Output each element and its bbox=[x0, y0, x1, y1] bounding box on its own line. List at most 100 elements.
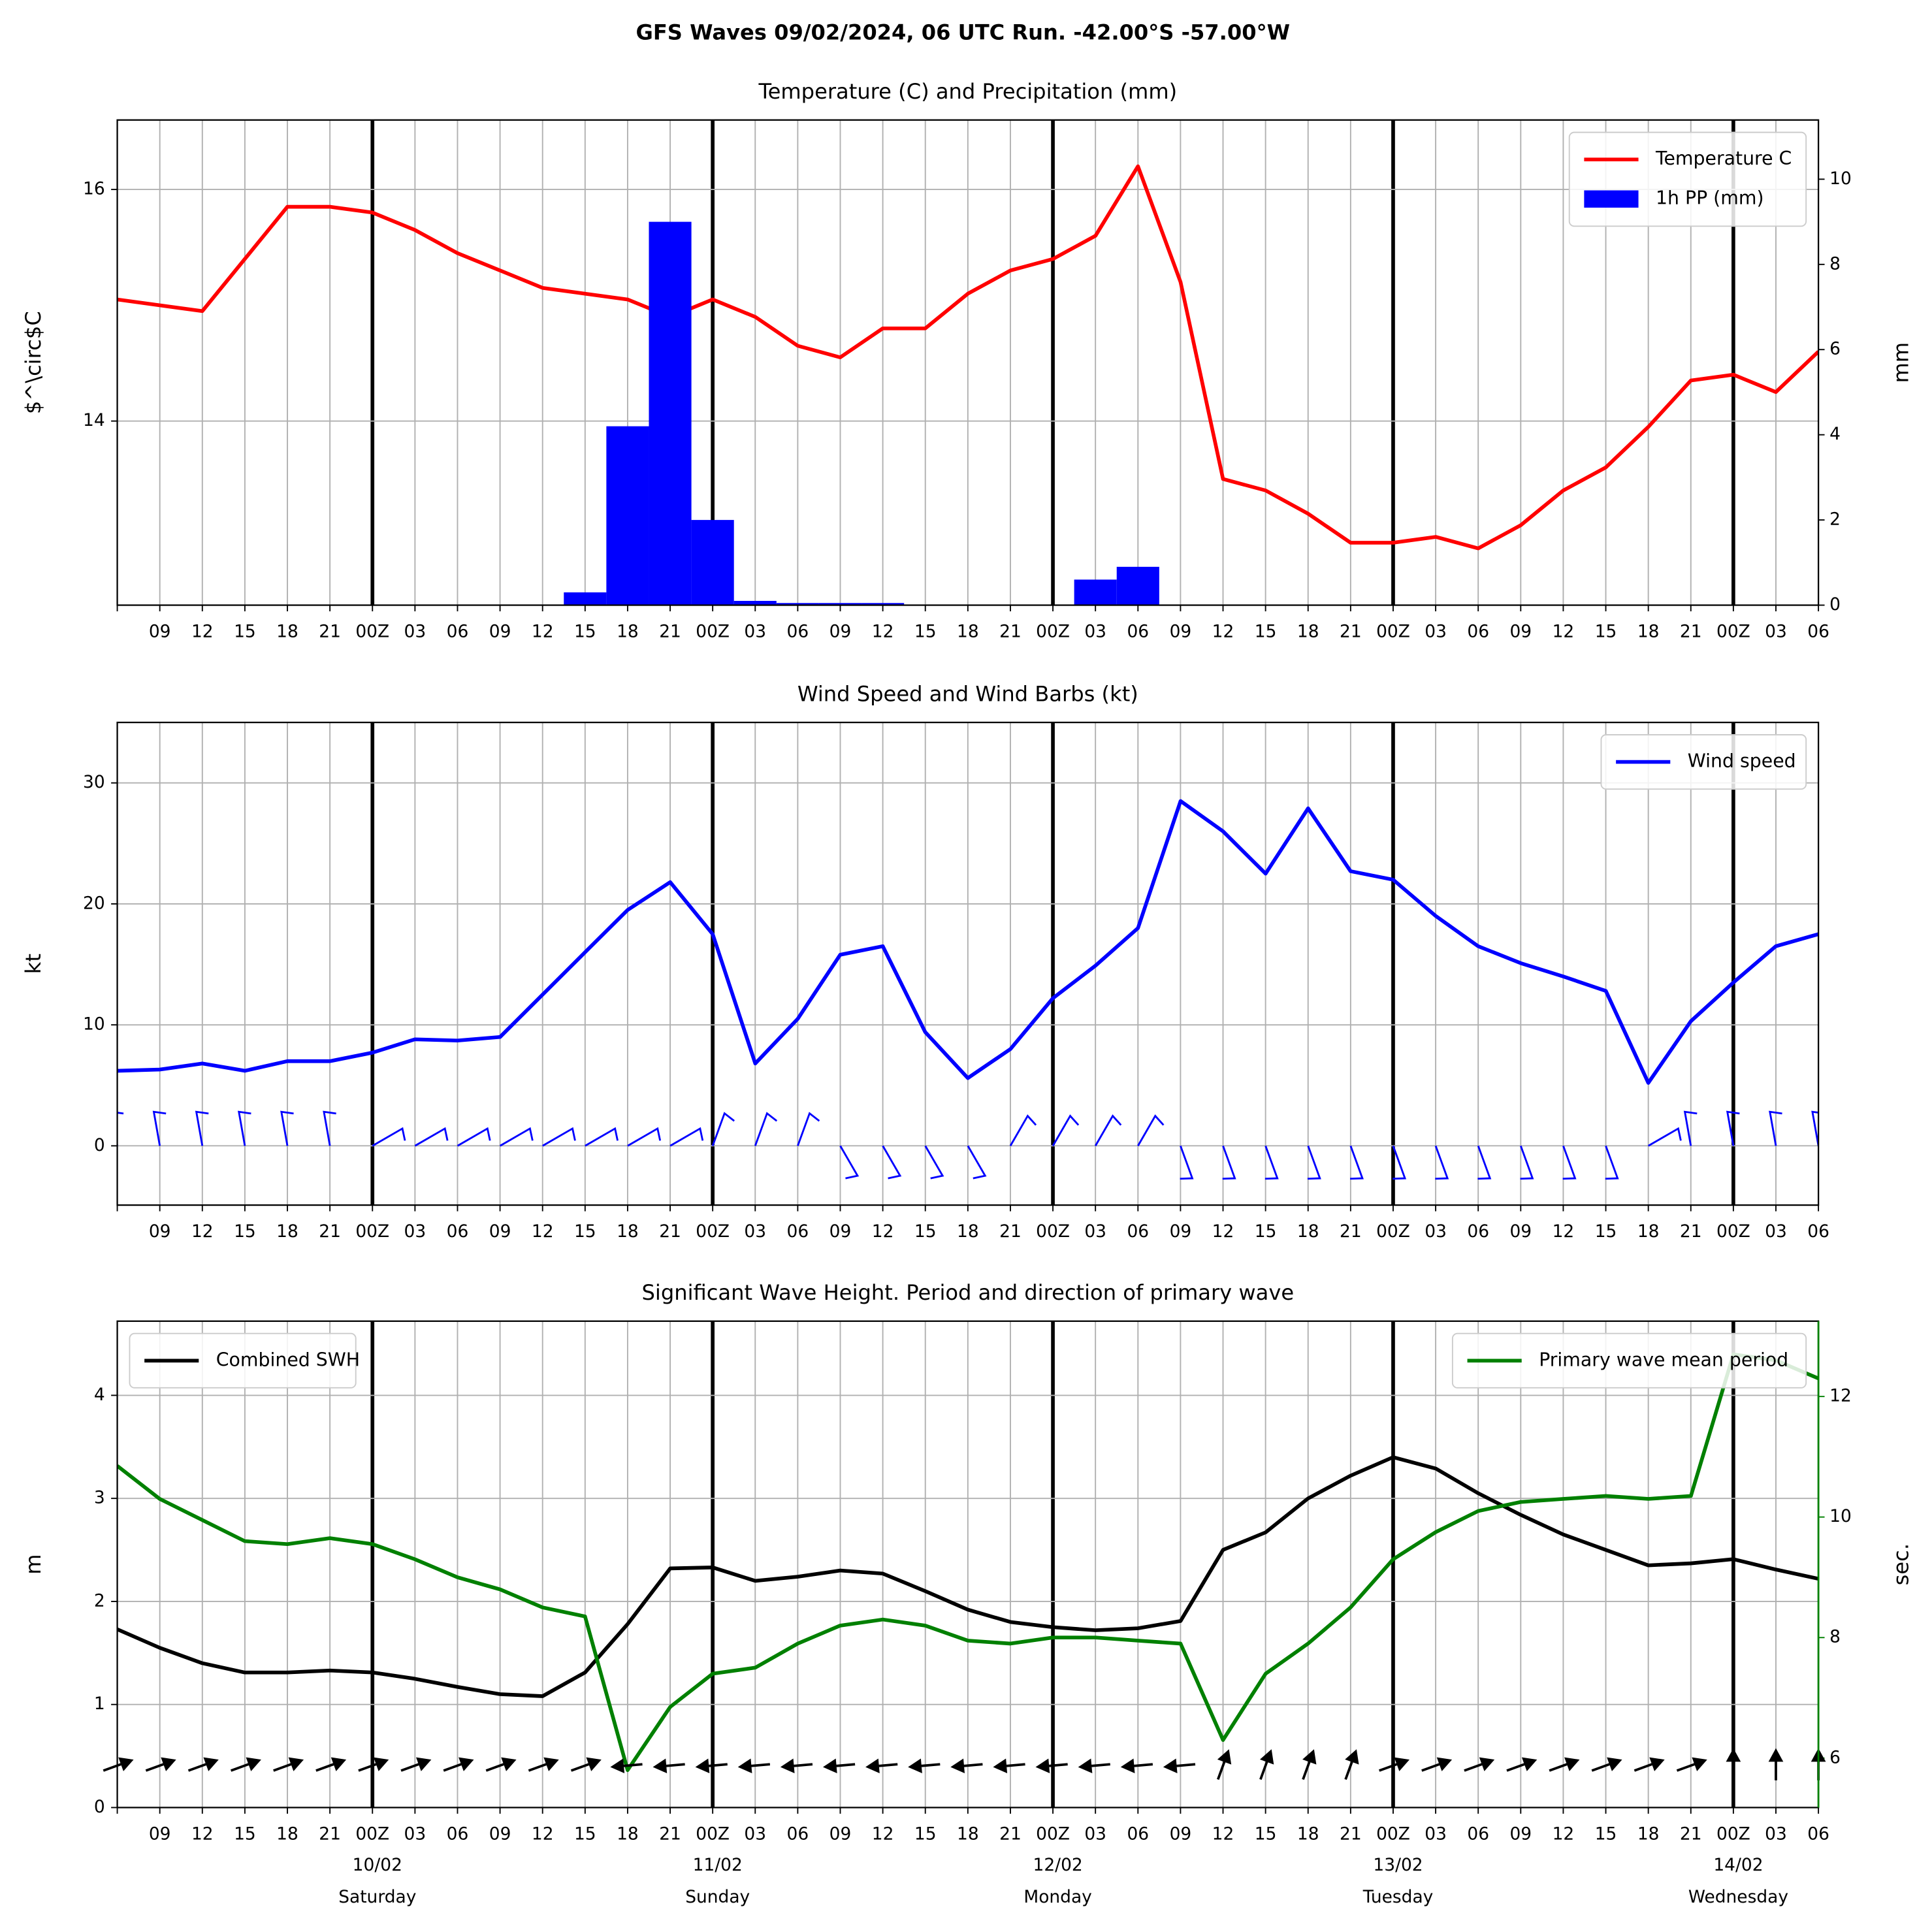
x-tick-label: 03 bbox=[404, 1824, 427, 1844]
wind-barb bbox=[754, 1112, 778, 1146]
legend: Wind speed bbox=[1600, 734, 1807, 790]
wave-arrow bbox=[610, 1758, 643, 1774]
y2-tick-label: 10 bbox=[1829, 1506, 1852, 1526]
x-tick-label: 00Z bbox=[1376, 1824, 1410, 1844]
wind-barb bbox=[797, 1112, 820, 1146]
bar bbox=[861, 603, 905, 605]
line bbox=[117, 799, 1819, 1085]
x-tick-label: 18 bbox=[1637, 1221, 1660, 1242]
x-tick-label: 00Z bbox=[1716, 622, 1750, 642]
legend-box bbox=[1600, 734, 1807, 790]
wind-barb bbox=[1647, 1127, 1682, 1147]
x-tick-label: 00Z bbox=[1376, 1221, 1410, 1242]
x-tick-label: 18 bbox=[1297, 1824, 1319, 1844]
y-axis-label: m bbox=[21, 1554, 46, 1574]
x-tick-label: 21 bbox=[659, 1221, 681, 1242]
x-tick-label: 15 bbox=[1255, 622, 1277, 642]
y-tick-label: 4 bbox=[94, 1385, 105, 1405]
x-tick-label: 00Z bbox=[1716, 1221, 1750, 1242]
x-tick-label: 18 bbox=[276, 1221, 298, 1242]
x-tick-label: 12 bbox=[872, 1824, 894, 1844]
weekday-label: Sunday bbox=[685, 1887, 750, 1907]
x-tick-label: 15 bbox=[1255, 1221, 1277, 1242]
y-tick-label: 1 bbox=[94, 1694, 105, 1714]
x-tick-label: 00Z bbox=[1376, 622, 1410, 642]
wave-arrow bbox=[315, 1757, 347, 1772]
wind-barb bbox=[882, 1145, 902, 1180]
x-tick-label: 12 bbox=[1212, 1824, 1234, 1844]
legend-label: 1h PP (mm) bbox=[1656, 187, 1764, 209]
x-tick-label: 12 bbox=[1553, 1824, 1575, 1844]
x-tick-label: 12 bbox=[1212, 622, 1234, 642]
bar bbox=[564, 592, 607, 605]
x-tick-label: 21 bbox=[1680, 622, 1702, 642]
x-tick-label: 15 bbox=[234, 1824, 256, 1844]
wave-arrow bbox=[652, 1758, 685, 1774]
x-tick-label: 15 bbox=[1595, 1221, 1617, 1242]
x-tick-label: 15 bbox=[1595, 1824, 1617, 1844]
x-tick-label: 21 bbox=[659, 1824, 681, 1844]
wave-arrow bbox=[1634, 1757, 1665, 1772]
x-tick-label: 12 bbox=[191, 622, 214, 642]
wind-barb bbox=[711, 1112, 735, 1146]
date-label: 12/02 bbox=[1033, 1855, 1083, 1875]
y-tick-label: 14 bbox=[83, 410, 105, 430]
bar bbox=[691, 520, 734, 605]
x-tick-label: 15 bbox=[1255, 1824, 1277, 1844]
x-tick-label: 18 bbox=[617, 1221, 639, 1242]
x-tick-label: 00Z bbox=[355, 1221, 389, 1242]
weekday-label: Monday bbox=[1023, 1887, 1091, 1907]
wind-barb bbox=[967, 1145, 987, 1180]
wave-arrow bbox=[1035, 1758, 1068, 1774]
wind-barb bbox=[1009, 1114, 1037, 1147]
x-tick-label: 09 bbox=[1509, 622, 1532, 642]
x-tick-label: 06 bbox=[1807, 622, 1829, 642]
x-tick-label: 09 bbox=[1170, 1824, 1192, 1844]
panel: Temperature (C) and Precipitation (mm) 09… bbox=[21, 79, 1914, 641]
y-tick-label: 16 bbox=[83, 179, 105, 199]
wind-barb bbox=[1349, 1145, 1364, 1180]
x-tick-label: 06 bbox=[1127, 622, 1149, 642]
x-tick-label: 00Z bbox=[355, 622, 389, 642]
x-tick-label: 09 bbox=[149, 1824, 171, 1844]
x-tick-label: 06 bbox=[447, 1824, 469, 1844]
x-tick-label: 21 bbox=[1680, 1221, 1702, 1242]
legend-swatch bbox=[1584, 190, 1639, 208]
y2-tick-label: 4 bbox=[1829, 424, 1841, 444]
wind-barb bbox=[1605, 1145, 1619, 1180]
x-tick-label: 00Z bbox=[696, 1824, 730, 1844]
wave-arrow bbox=[695, 1758, 728, 1774]
x-tick-label: 00Z bbox=[1036, 1824, 1070, 1844]
x-tick-label: 06 bbox=[447, 1221, 469, 1242]
x-tick-label: 12 bbox=[532, 622, 554, 642]
x-tick-label: 15 bbox=[574, 622, 596, 642]
x-tick-label: 03 bbox=[1765, 1221, 1787, 1242]
x-tick-label: 06 bbox=[1807, 1221, 1829, 1242]
x-tick-label: 21 bbox=[999, 1221, 1022, 1242]
wind-barb bbox=[1052, 1114, 1080, 1147]
bar bbox=[818, 603, 862, 605]
x-tick-label: 09 bbox=[149, 1221, 171, 1242]
y2-tick-label: 12 bbox=[1829, 1386, 1852, 1406]
x-tick-label: 21 bbox=[659, 622, 681, 642]
x-tick-label: 00Z bbox=[1716, 1824, 1750, 1844]
wind-barb bbox=[1519, 1145, 1534, 1180]
x-tick-label: 06 bbox=[1127, 1824, 1149, 1844]
x-tick-label: 21 bbox=[319, 1221, 341, 1242]
x-tick-label: 00Z bbox=[1036, 1221, 1070, 1242]
wave-arrow bbox=[230, 1757, 261, 1772]
wave-arrow bbox=[822, 1758, 856, 1774]
wind-barb bbox=[152, 1110, 167, 1146]
panel-title: Significant Wave Height. Period and dire… bbox=[642, 1280, 1295, 1305]
x-tick-label: 03 bbox=[1765, 1824, 1787, 1844]
wind-barb bbox=[323, 1110, 336, 1146]
wind-barb bbox=[457, 1127, 491, 1147]
x-tick-label: 00Z bbox=[696, 1221, 730, 1242]
x-tick-label: 15 bbox=[574, 1824, 596, 1844]
legend-box bbox=[1451, 1332, 1807, 1389]
y-axis-label: $^\circ$C bbox=[21, 311, 46, 414]
x-tick-label: 12 bbox=[532, 1221, 554, 1242]
x-tick-label: 21 bbox=[999, 1824, 1022, 1844]
wind-barb bbox=[1683, 1110, 1698, 1146]
